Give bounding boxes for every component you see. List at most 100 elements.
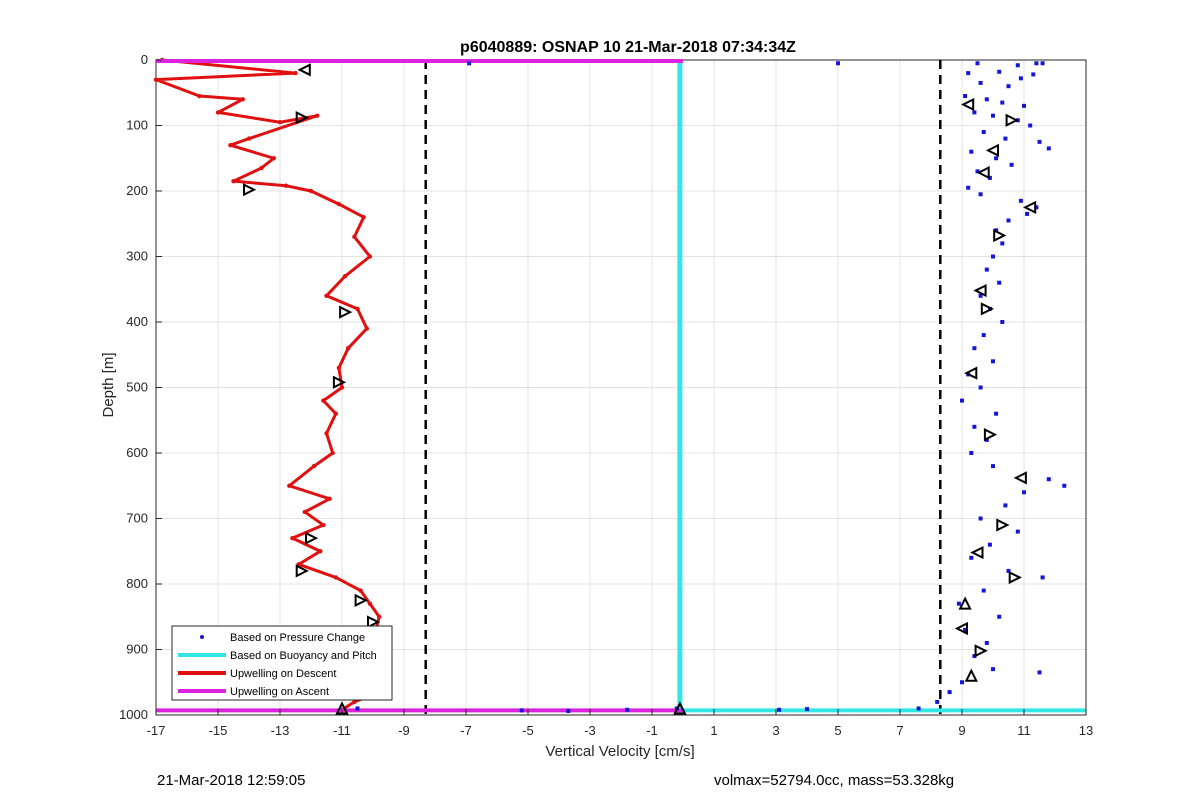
pressure-point [966, 185, 971, 190]
pressure-point [972, 110, 977, 115]
x-tick-label: 13 [1079, 723, 1093, 738]
pressure-point [1000, 241, 1005, 246]
descent-point [284, 183, 289, 188]
pressure-point [1006, 218, 1011, 223]
descent-point [377, 614, 382, 619]
legend-box [171, 625, 393, 701]
descent-point [333, 411, 338, 416]
x-tick-label: -3 [584, 723, 596, 738]
descent-point [215, 110, 221, 115]
pressure-point [987, 175, 992, 180]
pressure-point [1000, 100, 1005, 105]
y-tick-label: 700 [126, 511, 148, 526]
pressure-point [991, 254, 995, 259]
pressure-point [1022, 103, 1026, 108]
pressure-point [1006, 84, 1011, 89]
descent-point [352, 234, 357, 240]
descent-point [346, 346, 351, 351]
triangle-marker [996, 518, 1010, 532]
pressure-point [972, 424, 977, 429]
pressure-point [991, 359, 995, 364]
pressure-point [963, 627, 968, 632]
descent-point [358, 588, 363, 593]
x-tick-label: 3 [772, 723, 779, 738]
descent-point [321, 522, 326, 528]
pressure-point [1040, 61, 1045, 66]
x-axis-label: Vertical Velocity [cm/s] [545, 743, 694, 760]
pressure-point [1018, 198, 1023, 203]
descent-point [240, 97, 245, 102]
triangle-marker [964, 668, 978, 682]
descent-point [287, 483, 292, 488]
triangle-marker [339, 305, 353, 319]
footer-float-params: volmax=52794.0cc, mass=53.328kg [714, 772, 955, 789]
descent-point [231, 178, 236, 184]
chart-title: p6040889: OSNAP 10 21-Mar-2018 07:34:34Z [460, 39, 796, 56]
pressure-point [994, 156, 999, 161]
x-tick-label: 5 [834, 723, 841, 738]
descent-point [302, 509, 307, 515]
pressure-point [978, 192, 983, 197]
legend-label: Based on Pressure Change [230, 632, 365, 644]
pressure-point [916, 706, 921, 711]
x-tick-label: 9 [958, 723, 965, 738]
y-tick-label: 0 [141, 52, 148, 67]
triangle-marker [980, 302, 995, 316]
descent-point [336, 365, 342, 371]
descent-point [277, 120, 283, 125]
pressure-point [978, 293, 983, 298]
pressure-point [566, 709, 571, 714]
pressure-point [960, 680, 964, 685]
pressure-point [991, 667, 995, 672]
pressure-point [997, 614, 1002, 619]
descent-point [246, 136, 252, 141]
descent-point [327, 496, 332, 502]
pressure-point [969, 451, 974, 455]
pressure-point [978, 80, 983, 85]
pressure-point [1062, 483, 1067, 488]
descent-point [364, 326, 369, 331]
descent-point [259, 165, 264, 171]
legend-label: Upwelling on Descent [230, 668, 336, 680]
triangle-marker [970, 545, 984, 560]
pressure-point [355, 706, 360, 711]
pressure-point [1015, 529, 1020, 534]
pressure-point [1000, 320, 1005, 324]
pressure-point [519, 708, 524, 713]
pressure-point [935, 699, 940, 704]
y-tick-label: 600 [126, 445, 148, 460]
pressure-point [987, 542, 992, 547]
x-tick-label: 1 [710, 723, 717, 738]
pressure-point [1022, 490, 1026, 495]
pressure-point [978, 516, 983, 521]
triangle-marker [993, 228, 1007, 243]
triangle-marker [1008, 570, 1022, 585]
y-tick-label: 300 [126, 249, 148, 264]
x-tick-label: -17 [147, 723, 166, 738]
descent-point [308, 188, 314, 194]
descent-point [330, 450, 335, 456]
pressure-point [972, 654, 977, 659]
legend: Based on Pressure Change Based on Buoyanc… [171, 625, 393, 701]
pressure-point [981, 130, 986, 135]
pressure-point [1018, 76, 1023, 81]
pressure-point [777, 707, 782, 712]
descent-point [367, 254, 373, 259]
pressure-point [991, 113, 995, 118]
descent-point [333, 575, 338, 580]
y-axis-label: Depth [m] [100, 352, 117, 417]
pressure-point [984, 437, 989, 442]
descent-point [336, 201, 342, 207]
triangle-marker [983, 428, 998, 442]
triangle-marker [243, 183, 257, 197]
triangle-marker [954, 621, 968, 636]
descent-point [271, 156, 276, 161]
pressure-point [1003, 503, 1008, 508]
triangle-marker [354, 593, 368, 607]
pressure-point [1015, 63, 1020, 68]
pressure-point [1031, 72, 1036, 77]
descent-point [324, 431, 329, 436]
x-tick-label: -9 [398, 723, 410, 738]
y-tick-label: 800 [126, 576, 148, 591]
triangle-marker [974, 644, 988, 658]
